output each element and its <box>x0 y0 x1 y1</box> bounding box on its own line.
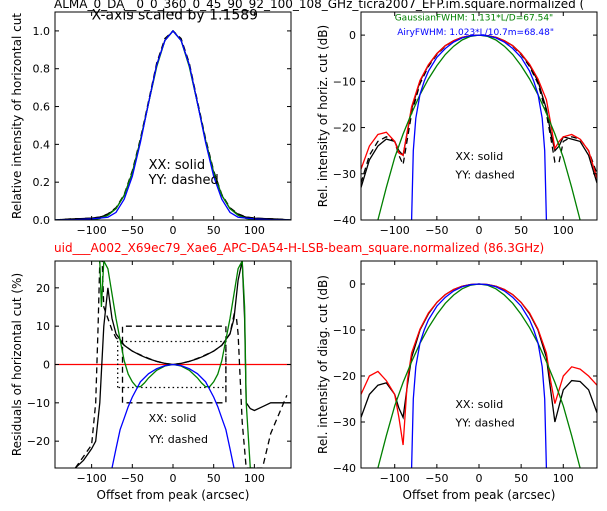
series-line-0000ff-solid <box>55 29 291 220</box>
series-line-0000ff-solid <box>410 34 548 220</box>
axes-frame <box>360 11 598 221</box>
y-tick-label: −30 <box>333 168 356 181</box>
y-tick-label: −40 <box>333 462 356 475</box>
annotation-text: YY: dashed <box>454 168 514 181</box>
series-group <box>361 34 597 220</box>
y-tick-label: 0.2 <box>33 176 51 189</box>
y-tick-label: 1.0 <box>33 25 51 38</box>
y-tick-label: 0.0 <box>33 214 51 227</box>
annotation-text: YY: dashed <box>148 173 219 188</box>
x-axis-label: Offset from peak (arcsec) <box>403 488 556 502</box>
x-tick-label: −50 <box>121 472 144 485</box>
panels-group: −100 −50 0 50 1000.00.20.40.60.81.0Relative … <box>10 8 598 502</box>
x-tick-label: 100 <box>553 224 574 237</box>
y-tick-label: 0 <box>43 359 50 372</box>
y-axis-label: Rel. intensity of diag. cut (dB) <box>316 275 330 454</box>
y-tick-label: −20 <box>333 122 356 135</box>
y-axis-label: Relative intensity of horizontal cut <box>10 13 24 219</box>
y-tick-label: −10 <box>333 75 356 88</box>
y-tick-label: 20 <box>36 282 50 295</box>
annotation-text: YY: dashed <box>148 433 208 446</box>
y-tick-label: 0 <box>349 278 356 291</box>
x-tick-label: 100 <box>244 224 265 237</box>
x-tick-label: 50 <box>514 472 528 485</box>
y-tick-label: −20 <box>333 370 356 383</box>
y-tick-label: 0.6 <box>33 101 51 114</box>
x-axis-label: Offset from peak (arcsec) <box>97 488 250 502</box>
series-line-008000-solid <box>55 29 291 220</box>
x-tick-label: 100 <box>244 472 265 485</box>
y-tick-label: 0.8 <box>33 63 51 76</box>
series-line-0000ff-solid <box>410 283 548 468</box>
annotation-text: AiryFWHM: 1.023*L/10.7m=68.48" <box>397 28 554 38</box>
panel-p1: −100 −50 0 50 100 0.0 0.2 0.4 0.6 0.8 1.0 Relative … <box>10 8 292 237</box>
annotation-text: GaussianFWHM: 1.131*L/D=67.54" <box>395 13 553 23</box>
figure-mid-title: uid___A002_X69ec79_Xae6_APC-DA54-H-LSB-b… <box>54 241 544 255</box>
annotation-text: XX: solid <box>149 158 206 173</box>
y-tick-label: 0.4 <box>33 138 51 151</box>
y-tick-label: −20 <box>27 435 50 448</box>
x-tick-label: −100 <box>77 472 107 485</box>
x-tick-label: 100 <box>553 472 574 485</box>
series-line-000000-solid <box>361 34 597 188</box>
annotation-text: YY: dashed <box>454 417 514 430</box>
x-tick-label: −50 <box>425 224 448 237</box>
x-tick-label: 50 <box>207 224 221 237</box>
series-group <box>55 29 291 220</box>
y-tick-label: −10 <box>27 397 50 410</box>
figure-top-title: ALMA_0_DA__0_0_360_0_45_90_92_100_108_GH… <box>54 0 584 11</box>
series-group <box>361 283 597 468</box>
x-tick-label: 50 <box>207 472 221 485</box>
y-axis-label: Rel. intensity of horiz. cut (dB) <box>316 25 330 207</box>
series-line-000000-dashed <box>361 34 597 184</box>
y-tick-label: −40 <box>333 214 356 227</box>
series-group <box>55 261 291 468</box>
series-line-0000ff-solid <box>111 363 235 468</box>
x-tick-label: −50 <box>121 224 144 237</box>
x-tick-label: −100 <box>380 472 410 485</box>
x-tick-label: 0 <box>170 224 177 237</box>
axes-frame <box>54 11 292 221</box>
series-line-000000-dashed <box>55 30 291 220</box>
x-tick-label: −100 <box>380 224 410 237</box>
x-tick-label: 0 <box>476 224 483 237</box>
x-tick-label: 0 <box>476 472 483 485</box>
annotation-text: XX: solid <box>149 412 197 425</box>
y-tick-label: 0 <box>349 29 356 42</box>
axes-frame <box>360 260 598 469</box>
x-tick-label: −100 <box>77 224 107 237</box>
series-line-000000-solid <box>55 29 291 220</box>
annotation-text: X-axis scaled by 1.1589 <box>92 8 258 24</box>
y-tick-label: −10 <box>333 324 356 337</box>
annotation-text: XX: solid <box>455 150 503 163</box>
y-tick-label: −30 <box>333 416 356 429</box>
annotation-text: XX: solid <box>455 398 503 411</box>
x-tick-label: 50 <box>514 224 528 237</box>
y-axis-label: Residuals of horizontal cut (%) <box>10 273 24 456</box>
y-tick-label: 10 <box>36 320 50 333</box>
x-tick-label: 0 <box>170 472 177 485</box>
x-tick-label: −50 <box>425 472 448 485</box>
